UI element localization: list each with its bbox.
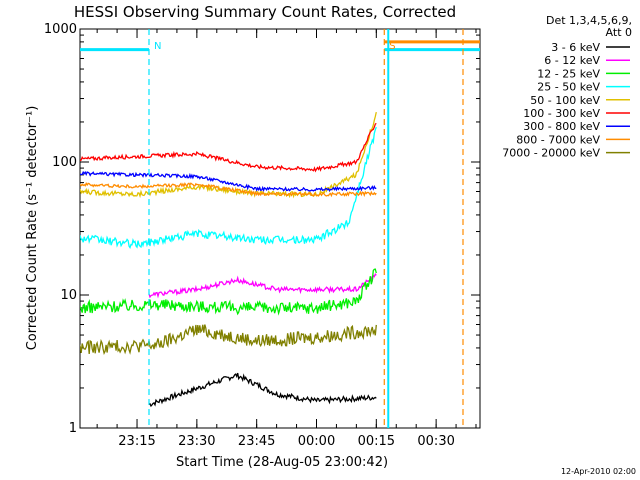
y-tick-label-2: 100 bbox=[52, 155, 77, 170]
series-line-8 bbox=[80, 324, 377, 356]
annotation-label-0: N bbox=[154, 41, 161, 52]
x-axis-label: Start Time (28-Aug-05 23:00:42) bbox=[176, 455, 388, 470]
legend-label-8: 7000 - 20000 keV bbox=[502, 147, 600, 160]
legend-label-3: 25 - 50 keV bbox=[537, 81, 600, 94]
chart-title: HESSI Observing Summary Count Rates, Cor… bbox=[74, 3, 456, 21]
x-tick-label-2: 23:45 bbox=[238, 434, 275, 449]
legend-label-1: 6 - 12 keV bbox=[544, 54, 600, 67]
x-tick-label-0: 23:15 bbox=[118, 434, 155, 449]
series-line-5 bbox=[80, 122, 377, 173]
y-tick-label-1: 10 bbox=[60, 288, 77, 303]
y-tick-label-0: 1 bbox=[69, 421, 77, 436]
x-tick-label-5: 00:30 bbox=[417, 434, 454, 449]
series-line-1 bbox=[148, 273, 377, 299]
legend-label-7: 800 - 7000 keV bbox=[516, 133, 600, 146]
legend-label-4: 50 - 100 keV bbox=[530, 94, 600, 107]
legend-label-5: 100 - 300 keV bbox=[523, 107, 600, 120]
y-tick-label-3: 1000 bbox=[44, 22, 77, 37]
series-line-7 bbox=[80, 182, 377, 198]
x-tick-label-1: 23:30 bbox=[178, 434, 215, 449]
series-group bbox=[80, 40, 480, 408]
series-line-6 bbox=[80, 170, 377, 193]
plot-frame bbox=[79, 28, 481, 429]
series-line-0 bbox=[148, 372, 377, 408]
x-tick-label-3: 00:00 bbox=[298, 434, 335, 449]
series-line-3 bbox=[80, 126, 377, 249]
y-axis-label: Corrected Count Rate (s⁻¹ detector⁻¹) bbox=[25, 106, 40, 351]
legend-label-0: 3 - 6 keV bbox=[551, 41, 600, 54]
legend-header-line-2: Att 0 bbox=[606, 26, 632, 39]
x-tick-label-4: 00:15 bbox=[358, 434, 395, 449]
legend-label-2: 12 - 25 keV bbox=[537, 67, 600, 80]
annotation-label-1: S bbox=[389, 41, 395, 52]
plot-area: 23:15 23:30 23:45 00:00 00:15 00:30 1 10 100 1000… bbox=[44, 22, 481, 449]
series-line-2 bbox=[80, 268, 377, 316]
legend-header-line-1: Det 1,3,4,5,6,9, bbox=[546, 14, 632, 27]
footer-timestamp: 12-Apr-2010 02:00 bbox=[561, 467, 636, 476]
legend-label-6: 300 - 800 keV bbox=[523, 120, 600, 133]
